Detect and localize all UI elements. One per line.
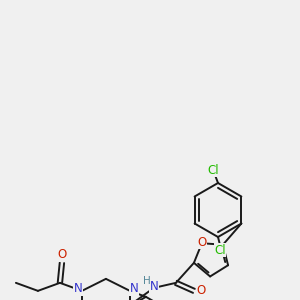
Text: Cl: Cl	[214, 244, 226, 256]
Text: H: H	[143, 276, 151, 286]
Text: N: N	[130, 282, 138, 296]
Text: O: O	[197, 236, 206, 249]
Text: N: N	[149, 280, 158, 293]
Text: O: O	[196, 284, 206, 297]
Text: N: N	[74, 282, 82, 296]
Text: Cl: Cl	[207, 164, 219, 176]
Text: O: O	[57, 248, 67, 261]
